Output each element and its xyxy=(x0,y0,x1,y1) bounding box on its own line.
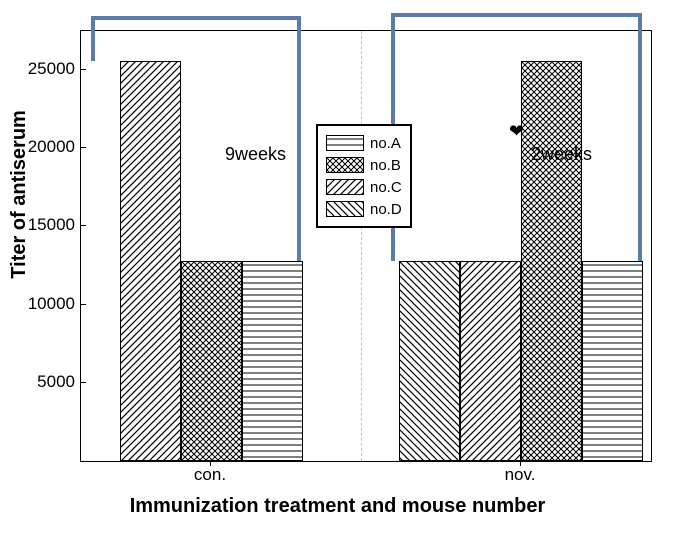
x-tick-mark xyxy=(210,460,211,466)
plot-area: 9weeks 2weeks ❤ xyxy=(80,30,652,462)
y-axis-title: Titer of antiserum xyxy=(8,110,31,279)
y-tick-mark xyxy=(80,69,86,70)
x-axis-title: Immunization treatment and mouse number xyxy=(0,495,675,518)
y-tick-mark xyxy=(80,147,86,148)
bar-noD-nov xyxy=(399,261,460,461)
annotation-0: 9weeks xyxy=(225,144,286,165)
legend-row-noD: no.D xyxy=(326,198,402,220)
legend-label: no.B xyxy=(370,157,401,174)
legend-swatch-noC xyxy=(326,179,364,195)
legend-label: no.D xyxy=(370,201,402,218)
legend-row-noC: no.C xyxy=(326,176,402,198)
bracket-0-leg-left xyxy=(91,16,95,61)
chart-container: Titer of antiserum Immunization treatmen… xyxy=(0,0,675,539)
bracket-0 xyxy=(91,16,301,34)
bar-noB-nov xyxy=(521,61,582,461)
bar-noC-nov xyxy=(460,261,521,461)
legend-swatch-noD xyxy=(326,201,364,217)
legend-swatch-noA xyxy=(326,135,364,151)
legend-label: no.C xyxy=(370,179,402,196)
legend-row-noB: no.B xyxy=(326,154,402,176)
bar-noC-con xyxy=(120,61,181,461)
bar-noB-con xyxy=(181,261,242,461)
y-tick-label: 10000 xyxy=(15,294,75,314)
legend-swatch-noB xyxy=(326,157,364,173)
y-tick-mark xyxy=(80,225,86,226)
x-tick-label: nov. xyxy=(505,465,536,485)
y-tick-mark xyxy=(80,304,86,305)
y-tick-label: 15000 xyxy=(15,215,75,235)
x-tick-mark xyxy=(520,460,521,466)
group-divider xyxy=(361,31,362,461)
legend-row-noA: no.A xyxy=(326,132,402,154)
bar-noA-con xyxy=(242,261,303,461)
y-tick-mark xyxy=(80,382,86,383)
bracket-1 xyxy=(391,13,642,31)
bar-noA-nov xyxy=(582,261,643,461)
x-tick-label: con. xyxy=(194,465,226,485)
bracket-0-leg-right xyxy=(297,16,301,261)
legend-label: no.A xyxy=(370,135,401,152)
bracket-1-leg-right xyxy=(638,13,642,261)
annotation-1: 2weeks xyxy=(531,144,592,165)
y-tick-label: 25000 xyxy=(15,59,75,79)
legend: no.A no.B no.C no.D xyxy=(316,124,412,228)
y-tick-label: 20000 xyxy=(15,137,75,157)
y-tick-label: 5000 xyxy=(15,372,75,392)
heart-icon: ❤ xyxy=(509,121,524,142)
